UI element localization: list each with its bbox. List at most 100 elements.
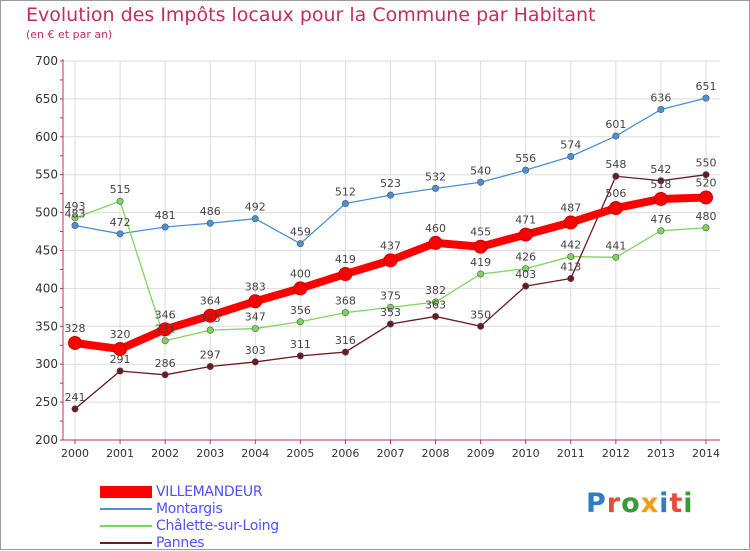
- data-label-villemandeur: 487: [560, 201, 581, 214]
- y-tick-label: 450: [35, 244, 58, 258]
- data-point-ch-lette-sur-loing: [386, 303, 394, 311]
- x-tick-label: 2014: [692, 447, 720, 460]
- y-tick-label: 250: [35, 395, 58, 409]
- data-label-ch-lette-sur-loing: 426: [515, 251, 536, 264]
- y-tick-label: 350: [35, 319, 58, 333]
- data-point-villemandeur: [158, 322, 173, 337]
- data-point-montargis: [567, 153, 575, 161]
- data-label-pannes: 353: [380, 306, 401, 319]
- data-point-montargis: [702, 94, 710, 102]
- data-label-montargis: 512: [335, 186, 356, 199]
- legend-swatch-chalette: [100, 524, 152, 527]
- brand-letter: i: [659, 488, 670, 519]
- data-label-villemandeur: 400: [290, 267, 311, 280]
- data-label-montargis: 651: [695, 80, 716, 93]
- brand-letter: i: [683, 488, 694, 519]
- data-point-villemandeur: [113, 342, 128, 357]
- data-point-villemandeur: [653, 191, 668, 206]
- data-point-montargis: [71, 221, 79, 229]
- y-tick-label: 400: [35, 281, 58, 295]
- data-label-pannes: 350: [470, 308, 491, 321]
- legend-label-chalette: Châlette-sur-Loing: [156, 517, 279, 534]
- data-label-villemandeur: 518: [650, 178, 671, 191]
- x-tick-label: 2010: [512, 447, 540, 460]
- data-label-ch-lette-sur-loing: 382: [425, 284, 446, 297]
- data-point-montargis: [116, 230, 124, 238]
- data-point-montargis: [657, 106, 665, 114]
- x-tick-label: 2006: [331, 447, 359, 460]
- data-point-montargis: [612, 132, 620, 140]
- data-label-montargis: 556: [515, 152, 536, 165]
- data-label-villemandeur: 320: [110, 328, 131, 341]
- data-label-ch-lette-sur-loing: 441: [605, 239, 626, 252]
- data-label-pannes: 286: [155, 357, 176, 370]
- y-tick-label: 600: [35, 130, 58, 144]
- data-label-villemandeur: 419: [335, 253, 356, 266]
- data-point-pannes: [206, 362, 214, 370]
- data-point-villemandeur: [608, 201, 623, 216]
- data-point-villemandeur: [518, 227, 533, 242]
- data-point-villemandeur: [248, 294, 263, 309]
- x-tick-label: 2013: [647, 447, 675, 460]
- data-point-villemandeur: [293, 281, 308, 296]
- data-label-villemandeur: 460: [425, 222, 446, 235]
- legend-item-chalette: Châlette-sur-Loing: [100, 517, 279, 534]
- data-label-ch-lette-sur-loing: 356: [290, 304, 311, 317]
- data-label-pannes: 241: [65, 391, 86, 404]
- data-label-villemandeur: 506: [605, 187, 626, 200]
- data-point-montargis: [386, 191, 394, 199]
- data-point-montargis: [161, 223, 169, 231]
- data-label-villemandeur: 364: [200, 295, 221, 308]
- brand-letter: t: [669, 488, 684, 519]
- data-label-pannes: 550: [695, 157, 716, 170]
- data-label-ch-lette-sur-loing: 375: [380, 289, 401, 302]
- y-tick-label: 550: [35, 168, 58, 182]
- data-point-ch-lette-sur-loing: [432, 298, 440, 306]
- axis-layer: [60, 59, 720, 444]
- data-point-ch-lette-sur-loing: [341, 309, 349, 317]
- data-point-montargis: [477, 178, 485, 186]
- data-label-ch-lette-sur-loing: 345: [200, 312, 221, 325]
- data-point-ch-lette-sur-loing: [116, 197, 124, 205]
- data-label-montargis: 472: [110, 216, 131, 229]
- data-label-villemandeur: 346: [155, 308, 176, 321]
- data-label-montargis: 459: [290, 226, 311, 239]
- data-point-ch-lette-sur-loing: [657, 227, 665, 235]
- data-label-pannes: 311: [290, 338, 311, 351]
- y-tick-label: 650: [35, 92, 58, 106]
- data-point-pannes: [116, 367, 124, 375]
- x-tick-label: 2001: [106, 447, 134, 460]
- chart-subtitle: (en € et par an): [26, 28, 113, 41]
- legend-label-montargis: Montargis: [156, 500, 223, 517]
- data-label-villemandeur: 520: [695, 176, 716, 189]
- brand-letter: x: [640, 488, 660, 519]
- proxiti-logo: Proxiti: [586, 488, 694, 519]
- data-label-villemandeur: 455: [470, 226, 491, 239]
- data-point-ch-lette-sur-loing: [477, 270, 485, 278]
- brand-letter: r: [606, 488, 622, 519]
- data-label-montargis: 492: [245, 201, 266, 214]
- data-point-pannes: [432, 312, 440, 320]
- data-point-ch-lette-sur-loing: [702, 224, 710, 232]
- data-point-ch-lette-sur-loing: [206, 326, 214, 334]
- data-label-ch-lette-sur-loing: 347: [245, 311, 266, 324]
- x-tick-label: 2000: [61, 447, 89, 460]
- data-point-villemandeur: [203, 308, 218, 323]
- x-tick-label: 2012: [602, 447, 630, 460]
- data-label-ch-lette-sur-loing: 368: [335, 295, 356, 308]
- data-point-pannes: [296, 352, 304, 360]
- data-point-villemandeur: [383, 253, 398, 268]
- data-label-pannes: 291: [110, 353, 131, 366]
- data-label-pannes: 316: [335, 334, 356, 347]
- x-tick-label: 2009: [467, 447, 495, 460]
- data-label-pannes: 303: [245, 344, 266, 357]
- data-point-pannes: [567, 275, 575, 283]
- data-label-ch-lette-sur-loing: 331: [155, 323, 176, 336]
- data-label-ch-lette-sur-loing: 476: [650, 213, 671, 226]
- y-tick-label: 300: [35, 357, 58, 371]
- data-point-pannes: [522, 282, 530, 290]
- series-layer: [68, 94, 713, 413]
- data-label-montargis: 483: [65, 207, 86, 220]
